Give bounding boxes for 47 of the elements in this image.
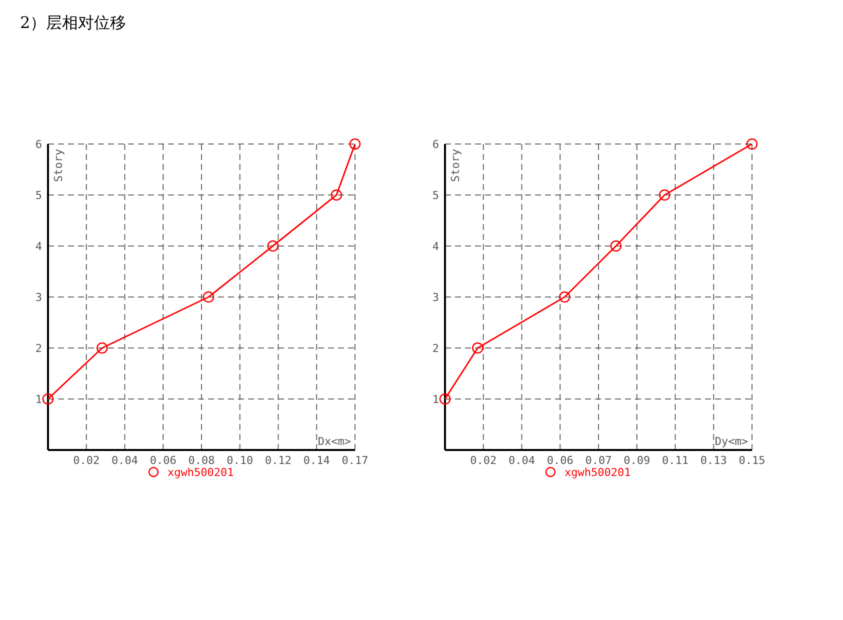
legend-label: xgwh500201 (564, 466, 631, 479)
x-tick-label: 0.10 (226, 454, 254, 467)
x-tick-label: 0.06 (546, 454, 574, 467)
point (349, 138, 361, 150)
x-axis-title: Dy<m> (714, 435, 748, 448)
point (472, 342, 484, 354)
point (610, 240, 622, 252)
point (42, 393, 54, 405)
x-tick-label: 0.09 (624, 454, 650, 467)
y-axis-title: Story (449, 148, 462, 182)
y-tick-label: 2 (35, 342, 42, 355)
y-tick-label: 6 (432, 138, 439, 151)
x-tick-label: 0.11 (662, 454, 688, 467)
x-tick-label: 0.14 (303, 454, 330, 467)
point (96, 342, 108, 354)
y-tick-label: 6 (35, 138, 42, 151)
x-tick-label: 0.17 (342, 454, 368, 467)
chart-title: 2）层相对位移 (20, 13, 126, 32)
x-tick-label: 0.12 (265, 454, 292, 467)
y-tick-label: 5 (35, 189, 42, 202)
x-tick-label: 0.06 (150, 454, 176, 467)
x-tick-label: 0.04 (508, 454, 536, 467)
y-tick-label: 5 (432, 189, 439, 202)
x-tick-label: 0.02 (73, 454, 100, 467)
point (439, 393, 451, 405)
y-tick-label: 1 (35, 393, 42, 406)
y-tick-label: 4 (432, 240, 440, 253)
point (267, 240, 279, 252)
x-tick-label: 0.13 (700, 454, 727, 467)
y-tick-label: 1 (432, 393, 439, 406)
point (202, 291, 214, 303)
point (658, 189, 670, 201)
x-tick-label: 0.15 (738, 454, 766, 467)
point (746, 138, 758, 150)
y-axis-title: Story (52, 148, 65, 182)
x-axis-title: Dx<m> (318, 435, 352, 448)
x-tick-label: 0.02 (470, 454, 497, 467)
point (330, 189, 342, 201)
y-tick-label: 4 (35, 240, 42, 253)
x-tick-label: 0.08 (188, 454, 215, 467)
point (558, 291, 570, 303)
y-tick-label: 3 (432, 291, 439, 304)
y-tick-label: 3 (35, 291, 42, 304)
y-tick-label: 2 (432, 342, 439, 355)
legend-label: xgwh500201 (168, 466, 234, 479)
x-tick-label: 0.07 (585, 454, 612, 467)
x-tick-label: 0.04 (112, 454, 138, 467)
